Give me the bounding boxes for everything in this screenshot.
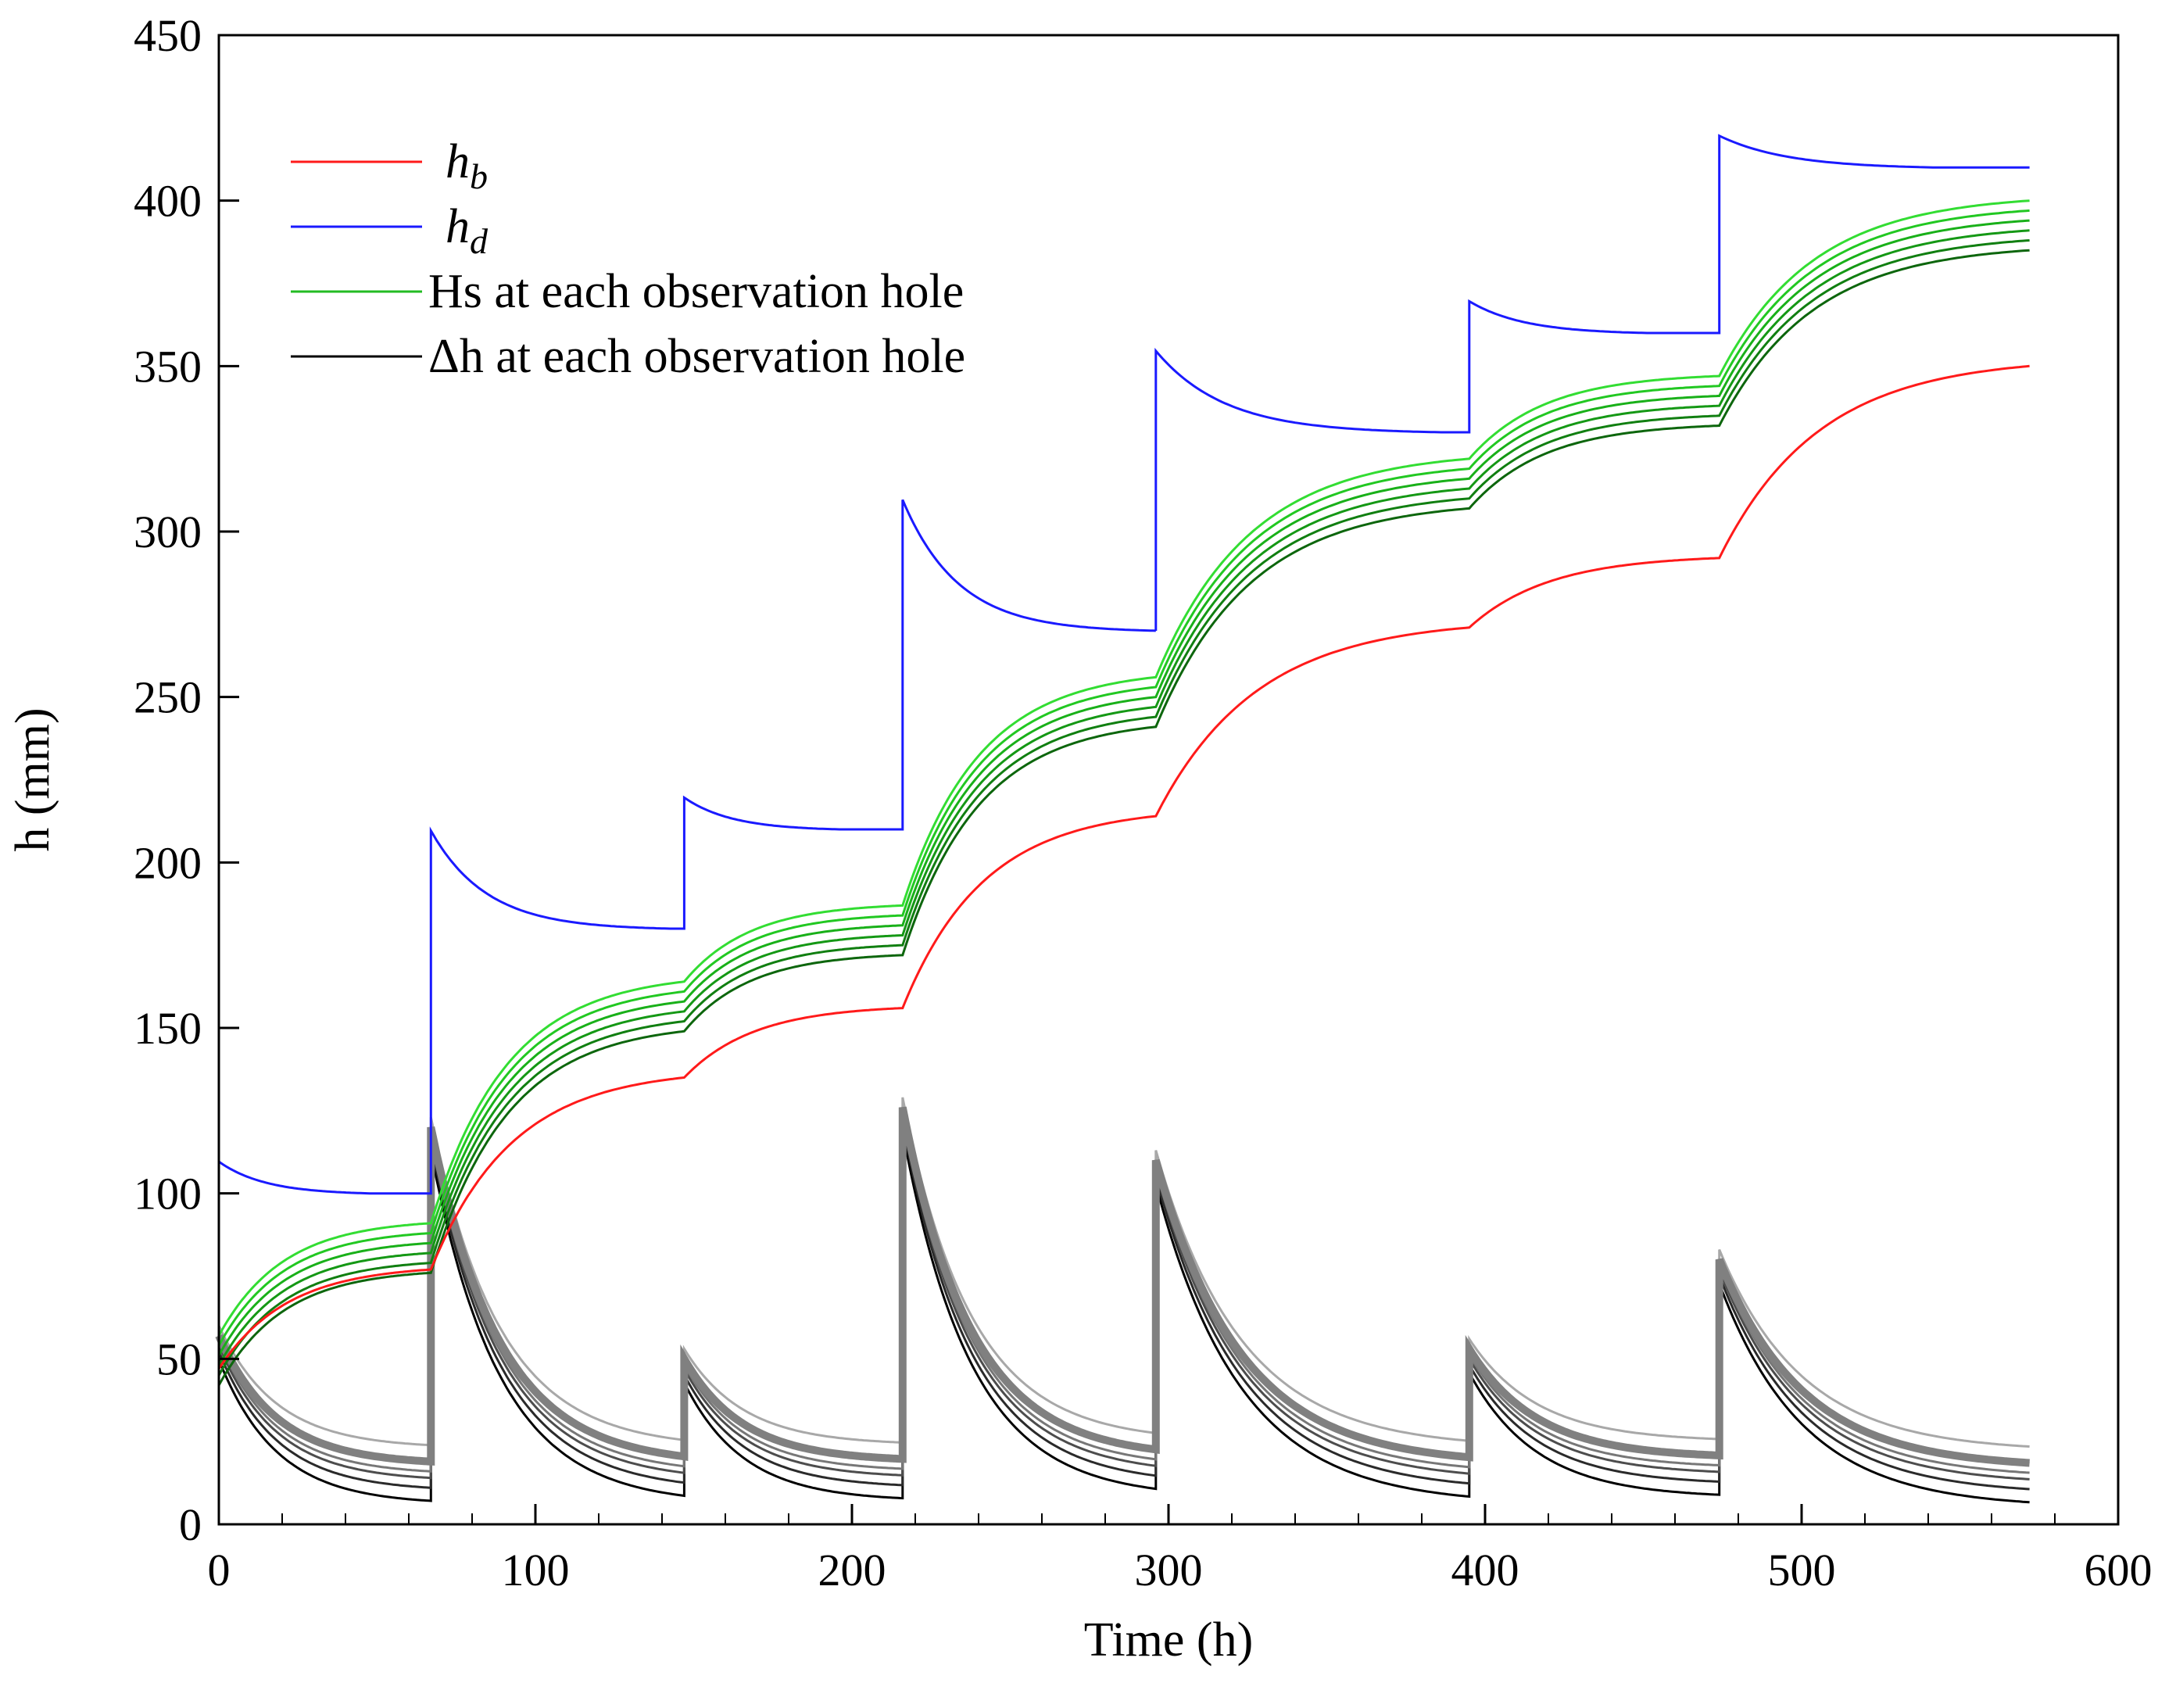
legend-label: Hs at each observation hole (428, 265, 964, 318)
y-tick-label: 450 (134, 10, 202, 61)
legend-label: hd (446, 200, 489, 261)
x-tick-label: 300 (1135, 1545, 1203, 1595)
x-tick-label: 200 (818, 1545, 886, 1595)
x-tick-label: 100 (502, 1545, 570, 1595)
series-layer (215, 134, 2030, 1504)
legend-label-subscript: b (470, 156, 488, 196)
legend-label: hb (446, 135, 488, 196)
series-hs-line (217, 209, 2030, 1347)
y-tick-label: 300 (134, 507, 202, 557)
legend-label-main: h (446, 200, 470, 253)
legend-label-subscript: d (470, 221, 489, 261)
series-hb-line (217, 364, 2030, 1370)
series-hd-line (218, 134, 2030, 1195)
legend-label-main: Δh at each observation hole (428, 330, 965, 383)
y-tick-label: 400 (134, 176, 202, 227)
y-tick-label: 250 (134, 672, 202, 723)
series-dh-line (217, 1097, 2030, 1448)
y-tick-label: 0 (179, 1499, 202, 1550)
legend-label: Δh at each observation hole (428, 330, 965, 383)
y-tick-label: 150 (134, 1003, 202, 1054)
series-dh-line (217, 1130, 2030, 1504)
series-hs-line (217, 239, 2030, 1377)
series-dh-line (217, 1107, 2030, 1464)
y-axis-label: h (mm) (6, 707, 59, 851)
axes-layer: 0 100 200 300 400 500 600 0 50 100 150 200 250 300 350… (134, 10, 2153, 1595)
series-hs-line (217, 249, 2030, 1386)
x-tick-label: 400 (1451, 1545, 1519, 1595)
x-tick-label: 600 (2085, 1545, 2153, 1595)
series-dh-line (217, 1112, 2030, 1474)
y-tick-label: 50 (156, 1334, 202, 1384)
y-tick-label: 100 (134, 1169, 202, 1219)
x-tick-label: 500 (1768, 1545, 1836, 1595)
series-hs-line (217, 199, 2030, 1337)
series-hs-line (217, 219, 2030, 1356)
series-dh-mean-line (215, 1106, 2030, 1467)
x-tick-label: 0 (208, 1545, 231, 1595)
series-dh-line (217, 1117, 2030, 1481)
series-hs-line (217, 229, 2030, 1366)
legend-label-main: Hs at each observation hole (428, 265, 964, 318)
y-tick-label: 200 (134, 837, 202, 888)
x-axis-label: Time (h) (1084, 1613, 1253, 1667)
y-tick-label: 350 (134, 341, 202, 392)
series-dh-line (217, 1123, 2030, 1491)
legend-label-main: h (446, 135, 470, 188)
